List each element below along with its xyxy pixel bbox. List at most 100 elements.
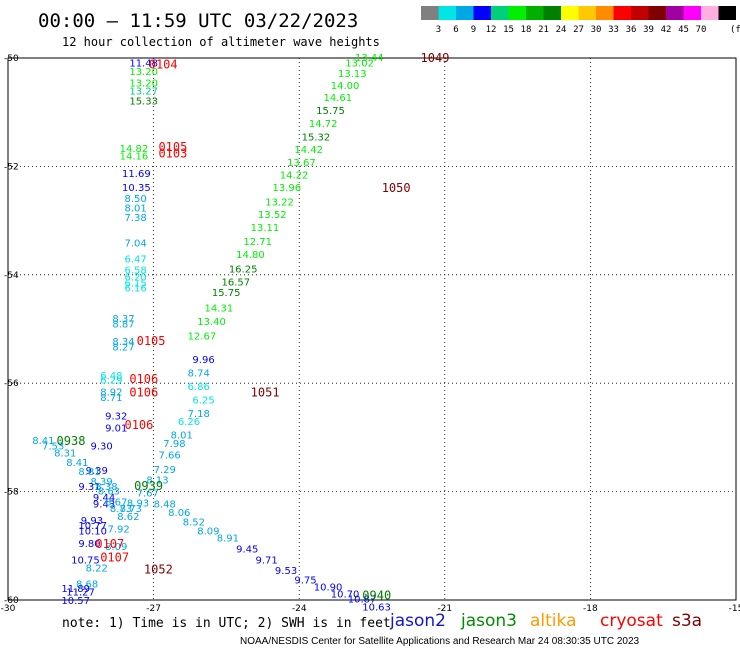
wave-height-label: 7.66 xyxy=(158,451,180,462)
wave-height-label: 9.53 xyxy=(275,566,297,577)
wave-height-label: 8.01 xyxy=(171,431,193,442)
wave-height-label: 9.32 xyxy=(105,412,127,423)
wave-height-label: 8.91 xyxy=(217,534,239,545)
wave-height-label: 13.20 xyxy=(129,67,158,78)
wave-height-label: 7.98 xyxy=(163,439,185,450)
wave-height-label: 11.89 xyxy=(61,584,90,595)
footer-credit: NOAA/NESDIS Center for Satellite Applica… xyxy=(240,636,640,647)
wave-height-label: 10.87 xyxy=(348,594,377,605)
wave-height-label: 8.31 xyxy=(54,449,76,460)
chart-subtitle: 12 hour collection of altimeter wave hei… xyxy=(62,35,380,49)
wave-height-label: 8.81 xyxy=(78,467,100,478)
wave-height-label: 8.93 xyxy=(127,498,149,509)
wave-height-label: 7.18 xyxy=(188,409,210,420)
scale-color-box xyxy=(421,6,439,20)
wave-height-label: 8.41 xyxy=(66,458,88,469)
wave-height-label: 9.93 xyxy=(81,516,103,527)
wave-height-label: 6.25 xyxy=(192,395,214,406)
wave-height-label: 7.38 xyxy=(124,213,146,224)
wave-height-label: 10.77 xyxy=(78,521,107,532)
wave-height-label: 8.62 xyxy=(117,512,139,523)
wave-height-label: 8.27 xyxy=(112,342,134,353)
wave-height-label: 10.57 xyxy=(61,596,90,607)
wave-height-label: 8.87 xyxy=(112,320,134,331)
scale-tick-label: 39 xyxy=(643,25,654,35)
wave-height-label: 8.06 xyxy=(168,508,190,519)
satellite-legend-entry: cryosat xyxy=(600,611,663,631)
pass-time-label: 1052 xyxy=(144,563,173,577)
wave-height-label: 10.70 xyxy=(331,589,360,600)
wave-height-label: 13.96 xyxy=(273,183,302,194)
scale-tick-label: 3 xyxy=(436,25,441,35)
scale-color-box xyxy=(666,6,684,20)
wave-height-label: 8.52 xyxy=(183,517,205,528)
wave-height-label: 15.75 xyxy=(212,288,241,299)
y-tick-label: -52 xyxy=(4,162,19,172)
scale-color-box xyxy=(631,6,649,20)
pass-time-label: 0938 xyxy=(57,434,86,448)
wave-height-label: 15.33 xyxy=(129,96,158,107)
wave-height-label: 6.15 xyxy=(124,278,146,289)
wave-height-label: 13.22 xyxy=(265,198,294,209)
wave-height-label: 13.67 xyxy=(287,158,316,169)
wave-height-label: 13.44 xyxy=(355,53,384,64)
wave-height-label: 10.35 xyxy=(122,183,151,194)
wave-height-label: 8.71 xyxy=(100,393,122,404)
wave-height-label: 6.48 xyxy=(100,371,122,382)
x-tick-label: -15 xyxy=(729,604,740,614)
scale-tick-label: 70 xyxy=(696,25,707,35)
scale-tick-label: 21 xyxy=(538,25,549,35)
y-tick-label: -50 xyxy=(4,54,19,64)
wave-height-label: 8.22 xyxy=(86,563,108,574)
wave-height-label: 7.67 xyxy=(137,489,159,500)
wave-height-label: 11.27 xyxy=(66,587,95,598)
wave-height-label: 8.73 xyxy=(120,504,142,515)
satellite-legend-entry: jason2 xyxy=(389,611,446,631)
wave-height-label: 9.01 xyxy=(105,424,127,435)
wave-height-label: 10.10 xyxy=(78,527,107,538)
x-tick-label: -24 xyxy=(292,604,307,614)
gridlines xyxy=(8,58,736,600)
wave-height-label: 6.16 xyxy=(124,283,146,294)
wave-height-label: 15.75 xyxy=(316,106,345,117)
scale-tick-label: 6 xyxy=(453,25,458,35)
pass-time-label: 0105 xyxy=(158,140,187,154)
axis-ticks: -30 -27 -24 -21 -18 -15 -50 -52 -54 -56 -58 -60 xyxy=(1,54,740,614)
satellite-legend-entry: jason3 xyxy=(460,611,517,631)
wave-height-label: 14.42 xyxy=(294,145,323,156)
wave-height-label: 9.30 xyxy=(91,442,113,453)
scale-color-box xyxy=(438,6,456,20)
pass-time-label: 0939 xyxy=(134,479,163,493)
wave-height-label: 8.13 xyxy=(146,476,168,487)
chart-title: 00:00 – 11:59 UTC 03/22/2023 xyxy=(38,10,358,32)
pass-time-label: 0940 xyxy=(362,589,391,603)
wave-height-label: 13.02 xyxy=(345,58,374,69)
wave-height-label: 6.47 xyxy=(124,255,146,266)
wave-height-label: 6.29 xyxy=(100,375,122,386)
scale-tick-label: 12 xyxy=(486,25,497,35)
wave-height-label: 8.48 xyxy=(154,500,176,511)
scale-color-box xyxy=(718,6,736,20)
wave-height-label: 8.38 xyxy=(95,482,117,493)
wave-height-label: 9.96 xyxy=(192,355,214,366)
wave-height-label: 8.73 xyxy=(110,504,132,515)
wave-height-label: 13.52 xyxy=(258,210,287,221)
x-tick-label: -27 xyxy=(146,604,161,614)
wave-height-label: 14.22 xyxy=(280,171,309,182)
wave-height-label: 14.72 xyxy=(309,119,338,130)
wave-height-label: 11.48 xyxy=(129,58,158,69)
wave-height-label: 8.67 xyxy=(105,497,127,508)
pass-time-label: 0106 xyxy=(124,418,153,432)
scale-color-box xyxy=(473,6,491,20)
wave-height-label: 11.69 xyxy=(122,169,151,180)
wave-height-label: 8.74 xyxy=(188,368,210,379)
wave-height-label: 9.43 xyxy=(93,500,115,511)
wave-height-label: 8.09 xyxy=(197,527,219,538)
scale-color-box xyxy=(578,6,596,20)
wave-height-label: 16.57 xyxy=(222,277,251,288)
wave-height-label: 14.31 xyxy=(205,303,234,314)
plot-area: -30 -27 -24 -21 -18 -15 -50 -52 -54 -56 -58 -60 11.… xyxy=(1,51,740,614)
scale-color-box xyxy=(683,6,701,20)
